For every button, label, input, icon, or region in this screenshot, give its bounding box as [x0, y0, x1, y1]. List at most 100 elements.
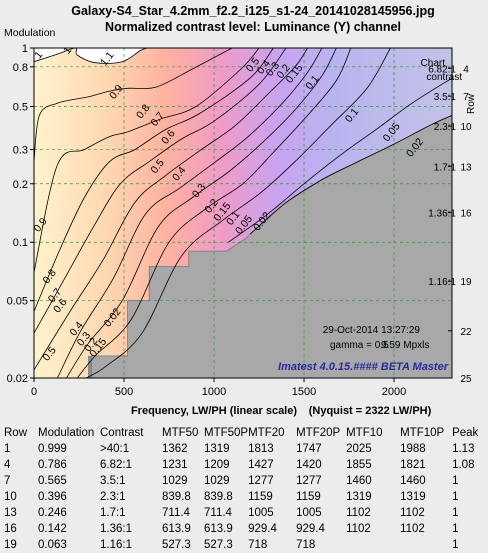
table-cell: 1420 — [296, 459, 322, 471]
contrast-label: 1.36:1 — [428, 209, 456, 220]
annotation-date: 29-Oct-2014 13:27:29 — [323, 325, 421, 336]
row-number-label: 16 — [460, 209, 472, 220]
table-cell: 1277 — [296, 475, 322, 487]
row-number-label: 7 — [463, 92, 469, 103]
table-cell: 1.16:1 — [100, 539, 132, 551]
table-cell: 527.3 — [204, 539, 233, 551]
x-tick-label: 0 — [31, 386, 37, 398]
row-number-label: 25 — [460, 374, 472, 385]
contour-line-0-9 — [34, 48, 233, 162]
table-cell: 3.5:1 — [100, 475, 126, 487]
annotation-mpxls: 9.59 Mpxls — [381, 340, 429, 351]
table-cell: 1 — [4, 443, 11, 455]
contrast-label: 2.3:1 — [434, 122, 457, 133]
table-cell: 839.8 — [162, 491, 191, 503]
table-cell: 1460 — [346, 475, 372, 487]
contour-label: 1 — [61, 44, 74, 56]
table-cell: 1362 — [162, 443, 188, 455]
table-cell: 1747 — [296, 443, 322, 455]
table-cell: 527.3 — [162, 539, 191, 551]
table-cell: 1 — [452, 539, 459, 551]
table-cell: 1988 — [400, 443, 426, 455]
table-cell: 613.9 — [162, 523, 191, 535]
table-cell: 1855 — [346, 459, 372, 471]
contour-line-1 — [34, 48, 148, 64]
table-cell: 1 — [452, 475, 459, 487]
contour-line-0-8 — [34, 48, 260, 273]
contour-line-0-4 — [57, 48, 323, 378]
table-cell: 1 — [452, 491, 459, 503]
nyquist-label: (Nyquist = 2322 LW/PH) — [309, 405, 432, 417]
row-number-label: 19 — [460, 277, 472, 288]
contrast-label: 3.5:1 — [434, 92, 457, 103]
table-row: 16 0.142 1.36:1 613.9 613.9 929.4 929.4 1102 110… — [4, 521, 484, 537]
table-cell: 7 — [4, 475, 11, 487]
contrast-label: 1.7:1 — [434, 162, 457, 173]
contour-line-0-6 — [34, 48, 287, 334]
table-cell: 0.786 — [38, 459, 67, 471]
table-header-cell: MTF10 — [346, 427, 383, 439]
x-axis-ticks: 0 500 1000 1500 2000 — [31, 378, 406, 398]
y-axis-label: Modulation — [4, 27, 56, 39]
table-cell: 1 — [452, 523, 459, 535]
table-cell: 0.396 — [38, 491, 67, 503]
contrast-label: 1.16:1 — [428, 277, 456, 288]
table-cell: 16 — [4, 523, 17, 535]
table-cell: 1029 — [162, 475, 188, 487]
table-cell: 19 — [4, 539, 17, 551]
contour-line-0-7 — [34, 48, 274, 312]
table-cell: 1.08 — [452, 459, 475, 471]
x-tick-label: 2000 — [382, 386, 406, 398]
table-cell: 1159 — [248, 491, 273, 503]
table-cell — [346, 537, 400, 553]
table-cell: 0.142 — [38, 523, 67, 535]
y-tick-label: 0.3 — [13, 145, 28, 157]
row-number-label: 13 — [460, 162, 472, 173]
table-row: 7 0.565 3.5:1 1029 1029 1277 1277 1460 1460 1 — [4, 473, 484, 489]
contour-chart: Galaxy-S4_Star_4.2mm_f2.2_i125_s1-24_201… — [4, 4, 477, 417]
table-cell: 1460 — [400, 475, 426, 487]
table-cell: 1005 — [248, 507, 274, 519]
table-cell: 1005 — [296, 507, 322, 519]
right-axis-row-label: Row — [466, 93, 477, 114]
table-cell: 718 — [248, 539, 268, 551]
table-cell: 1102 — [400, 523, 425, 535]
low-frequency-strip — [88, 355, 92, 378]
y-axis-ticks: 0.02 0.05 0.1 0.2 0.3 0.5 0.8 1 — [7, 43, 34, 385]
table-cell: 0.999 — [38, 443, 67, 455]
table-cell: 1319 — [400, 491, 426, 503]
table-cell: 2025 — [346, 443, 372, 455]
table-cell: 839.8 — [204, 491, 233, 503]
table-row: 19 0.063 1.16:1 527.3 527.3 718 718 1 — [4, 537, 484, 553]
table-cell: 2.3:1 — [100, 491, 126, 503]
table-header-cell: MTF20 — [248, 427, 285, 439]
row-number-label: 22 — [460, 327, 472, 338]
table-header-row: Row Modulation Contrast MTF50 MTF50P MTF20 MTF… — [4, 425, 484, 441]
row-number-label: 10 — [460, 122, 472, 133]
y-tick-label: 0.02 — [7, 373, 28, 385]
table-cell: 1 — [452, 507, 459, 519]
table-cell: 0.565 — [38, 475, 67, 487]
y-tick-label: 1 — [22, 43, 28, 55]
table-cell: 1427 — [248, 459, 274, 471]
row-number-label: 4 — [463, 64, 469, 75]
table-body: 1 0.999 >40:1 1362 1319 1813 1747 2025 1988 1.13 4… — [4, 441, 484, 553]
right-axis-title: Chart — [421, 58, 446, 69]
table-row: 4 0.786 6.82:1 1231 1209 1427 1420 1855 1821 1.08 — [4, 457, 484, 473]
table-cell — [400, 537, 452, 553]
software-version: Imatest 4.0.15.#### BETA Master — [278, 361, 449, 373]
y-tick-label: 0.05 — [7, 296, 28, 308]
table-cell: 1319 — [204, 443, 230, 455]
table-cell: 1277 — [248, 475, 274, 487]
chart-title: Galaxy-S4_Star_4.2mm_f2.2_i125_s1-24_201… — [71, 4, 434, 18]
table-cell: 718 — [296, 539, 316, 551]
table-cell: 1319 — [346, 491, 372, 503]
table-header-cell: Modulation — [38, 427, 95, 439]
contour-line-0-3 — [66, 48, 337, 378]
y-tick-label: 0.8 — [13, 62, 28, 74]
table-cell: 1102 — [346, 507, 371, 519]
table-cell: 1102 — [346, 523, 371, 535]
contour-lines — [34, 48, 452, 378]
table-cell: 929.4 — [248, 523, 277, 535]
contour-line-0-5 — [34, 48, 308, 371]
